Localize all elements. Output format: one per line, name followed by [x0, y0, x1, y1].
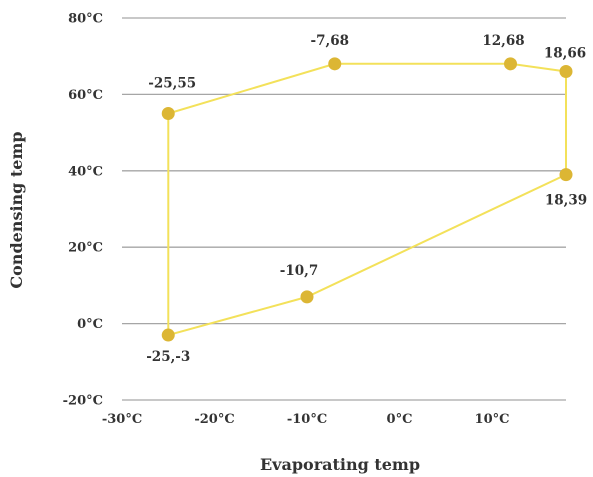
data-label: -7,68: [311, 33, 349, 49]
data-label: 12,68: [482, 33, 524, 49]
y-tick-label: 0°C: [77, 317, 103, 332]
series-line: [167, 62, 567, 337]
data-label: -25,55: [148, 76, 196, 92]
data-labels: -25,-3 -25,55 -7,68 12,68 18,66 18,39 -10,7: [146, 33, 587, 365]
data-point[interactable]: [328, 57, 342, 71]
x-tick-label: -20°C: [194, 412, 234, 427]
data-label: -25,-3: [146, 349, 190, 365]
x-tick-label: 0°C: [387, 412, 413, 427]
y-tick-label: 20°C: [68, 241, 103, 256]
x-tick-label: -30°C: [102, 412, 142, 427]
y-axis-ticks: -20°C 0°C 20°C 40°C 60°C 80°C: [63, 12, 103, 409]
y-tick-label: 40°C: [68, 164, 103, 179]
x-axis-title: Evaporating temp: [260, 455, 420, 474]
data-label: 18,66: [544, 45, 586, 61]
data-point[interactable]: [559, 168, 573, 182]
y-tick-label: 80°C: [68, 12, 103, 27]
y-tick-label: -20°C: [63, 394, 103, 409]
y-axis-title: Condensing temp: [7, 131, 26, 288]
x-tick-label: 10°C: [475, 412, 510, 427]
data-point[interactable]: [161, 328, 175, 342]
data-label: 18,39: [545, 193, 587, 209]
x-tick-label: -10°C: [287, 412, 327, 427]
data-series: [161, 57, 573, 342]
y-tick-label: 60°C: [68, 88, 103, 103]
data-label: -10,7: [280, 263, 318, 279]
data-point[interactable]: [161, 107, 175, 120]
data-point[interactable]: [559, 64, 573, 78]
x-axis-ticks: -30°C -20°C -10°C 0°C 10°C: [102, 412, 510, 427]
gridlines: [122, 17, 566, 401]
data-point[interactable]: [300, 290, 314, 304]
data-point[interactable]: [504, 57, 517, 71]
